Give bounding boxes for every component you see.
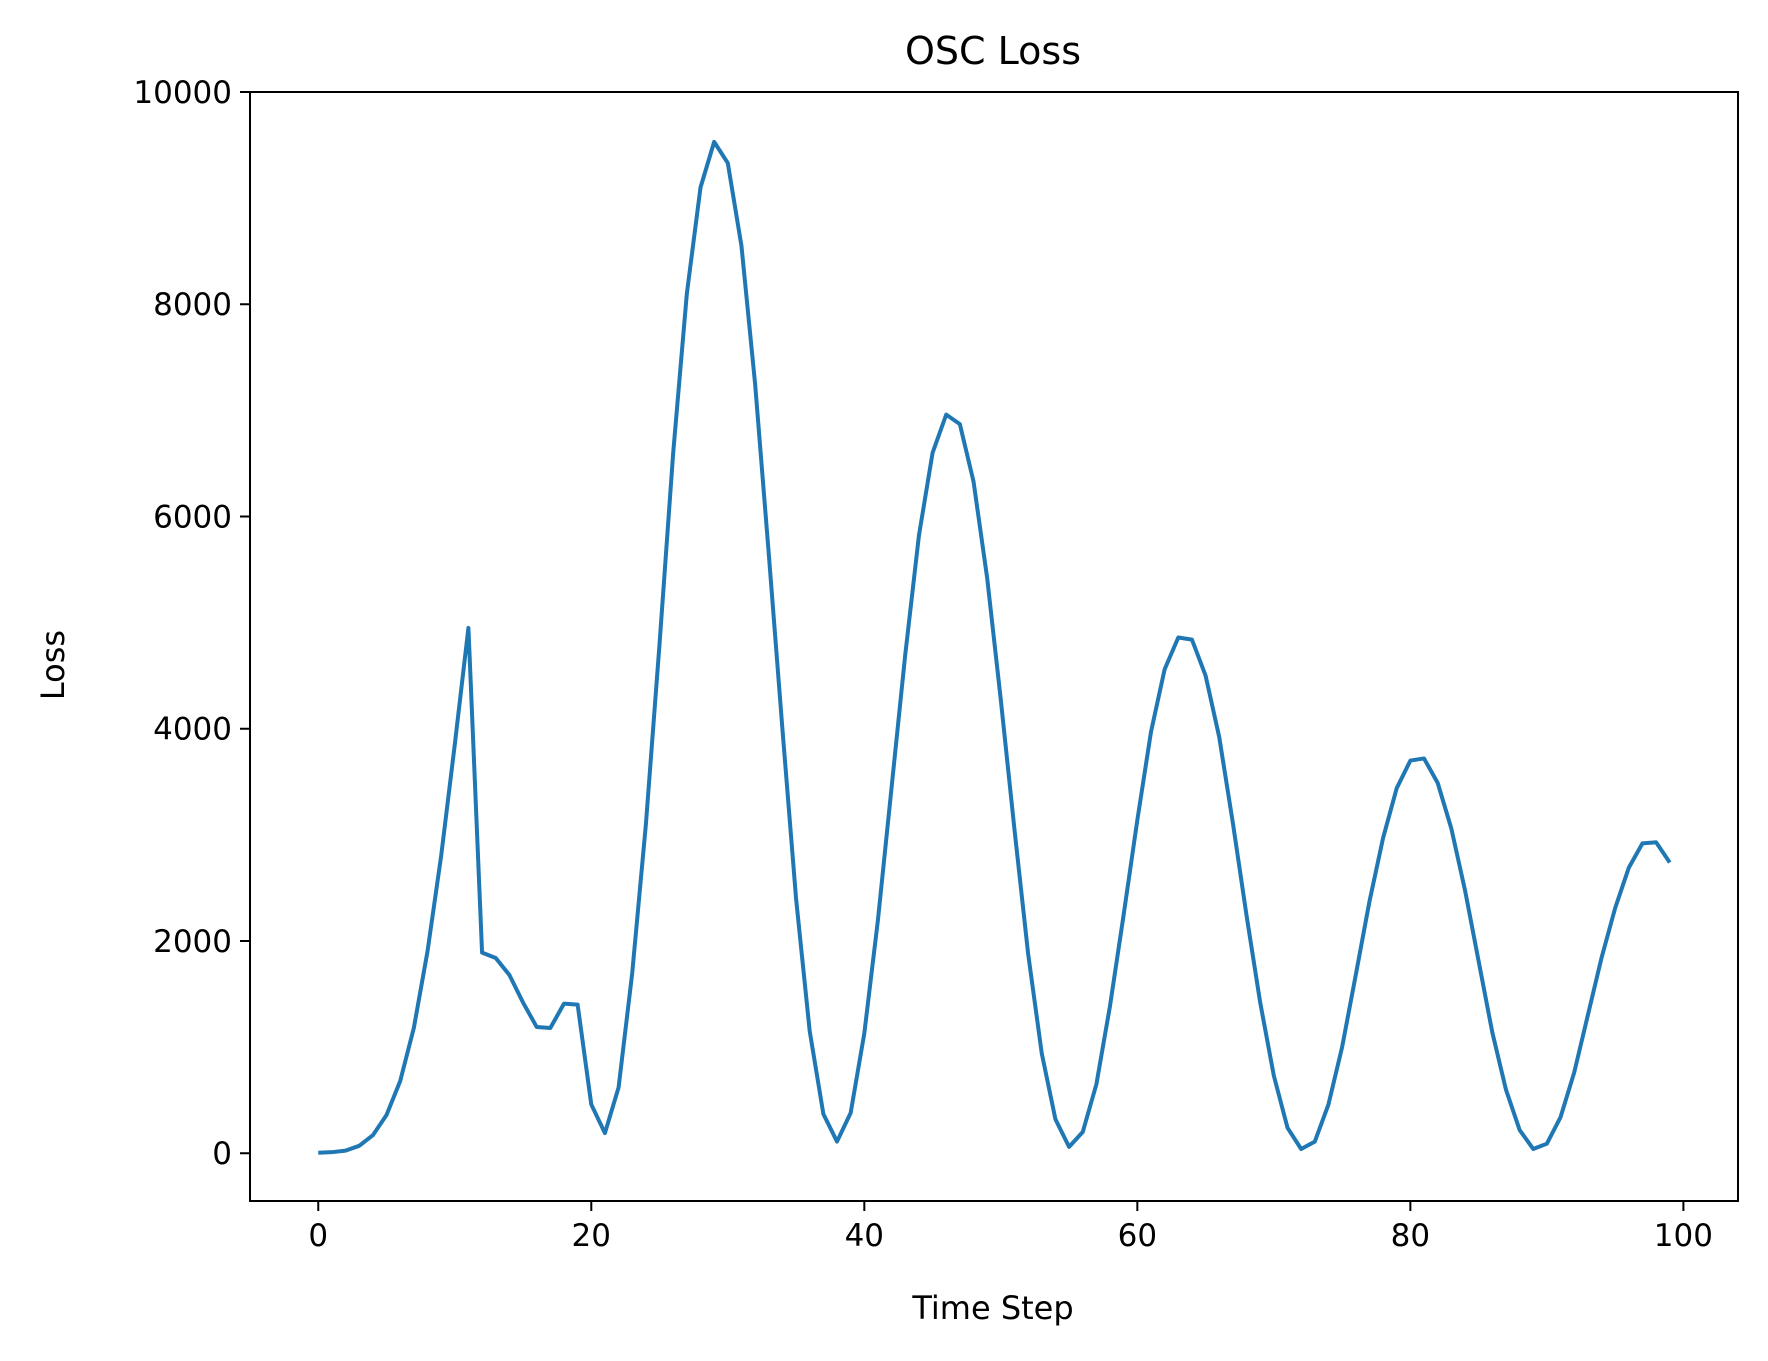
axes-frame	[249, 91, 1739, 1202]
y-tick-label-6000: 6000	[153, 499, 232, 535]
x-tick-label-0: 0	[308, 1218, 328, 1254]
x-tick-label-20: 20	[572, 1218, 611, 1254]
y-tick-label-10000: 10000	[133, 75, 232, 111]
x-axis-label: Time Step	[911, 1289, 1073, 1327]
series-line-0	[318, 139, 1672, 1155]
chart-title: OSC Loss	[905, 29, 1081, 73]
y-axis-label: Loss	[34, 630, 72, 700]
y-tick-label-4000: 4000	[153, 712, 232, 748]
y-tick-label-8000: 8000	[153, 287, 232, 323]
x-tick-label-100: 100	[1654, 1218, 1713, 1254]
plot-area: 0 20 40 60 80 100 0 2000 4000 6000 8000 10000	[133, 75, 1739, 1254]
x-tick-label-60: 60	[1118, 1218, 1157, 1254]
y-tick-label-2000: 2000	[153, 924, 232, 960]
x-tick-label-40: 40	[845, 1218, 884, 1254]
x-tick-label-80: 80	[1391, 1218, 1430, 1254]
y-tick-label-0: 0	[212, 1136, 232, 1172]
